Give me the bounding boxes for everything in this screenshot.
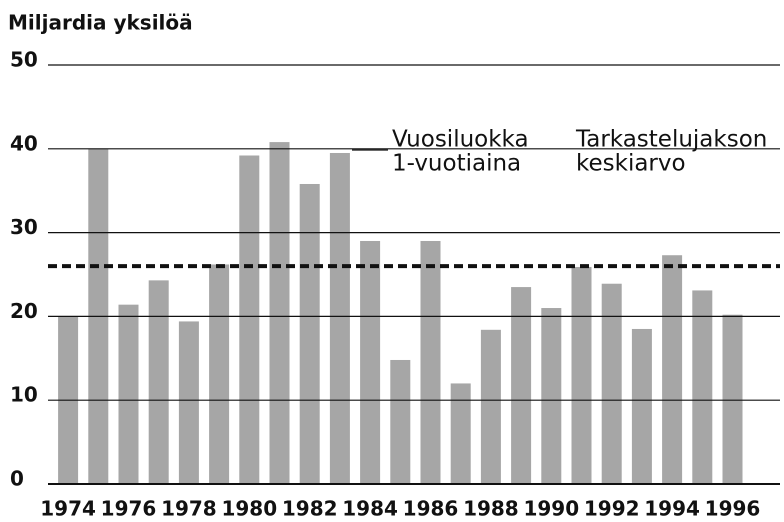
x-tick-label: 1990	[523, 497, 579, 521]
x-tick-label: 1996	[705, 497, 761, 521]
x-tick-label: 1974	[40, 497, 96, 521]
bar	[148, 280, 169, 484]
x-tick-label: 1986	[403, 497, 459, 521]
x-tick-label: 1984	[342, 497, 398, 521]
x-tick-label: 1992	[584, 497, 640, 521]
bar	[541, 308, 562, 484]
bar	[329, 152, 350, 485]
bar	[662, 255, 683, 484]
bar	[360, 240, 381, 484]
annotation: keskiarvo	[576, 151, 686, 177]
x-tick-label: 1994	[644, 497, 700, 521]
bar	[390, 359, 411, 484]
y-tick-label: 40	[10, 131, 38, 155]
bar	[239, 155, 260, 484]
y-tick-label: 0	[10, 467, 24, 491]
x-tick-label: 1980	[221, 497, 277, 521]
bar	[299, 183, 320, 484]
bar	[571, 266, 592, 484]
x-tick-label: 1976	[101, 497, 157, 521]
annotation: Tarkastelujakson	[575, 127, 767, 153]
bar	[209, 264, 230, 484]
bar	[692, 290, 713, 484]
bar	[420, 240, 441, 484]
y-tick-label: 10	[10, 383, 38, 407]
bar	[601, 283, 622, 484]
bar	[450, 383, 471, 484]
bar	[631, 328, 652, 484]
annotation: 1-vuotiaina	[392, 151, 521, 177]
bar	[178, 321, 199, 484]
bar	[480, 329, 501, 484]
y-tick-label: 50	[10, 48, 38, 72]
x-tick-label: 1982	[282, 497, 338, 521]
bar	[118, 304, 139, 484]
y-tick-label: 20	[10, 299, 38, 323]
x-tick-label: 1978	[161, 497, 217, 521]
x-tick-label: 1988	[463, 497, 519, 521]
bar	[722, 314, 743, 484]
bar	[269, 142, 290, 484]
bar	[511, 287, 532, 484]
y-tick-label: 30	[10, 215, 38, 239]
y-axis-label: Miljardia yksilöä	[8, 11, 193, 35]
annotation: Vuosiluokka	[392, 127, 529, 153]
